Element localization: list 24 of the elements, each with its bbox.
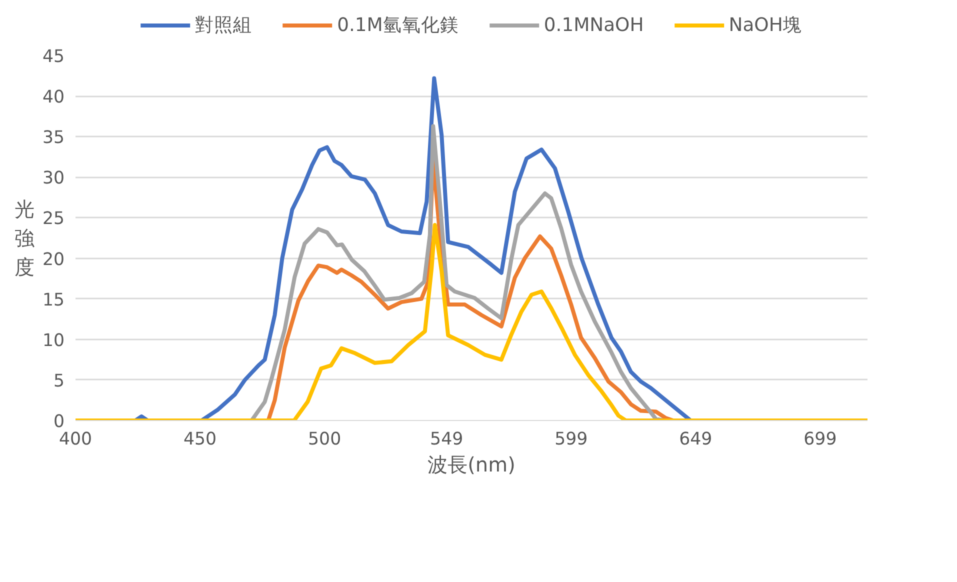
y-axis-title: 光強度 [14,197,34,279]
y-tick-label: 15 [42,290,65,310]
x-tick-label: 599 [554,430,588,450]
x-tick-label: 649 [679,430,712,450]
y-tick-label: 25 [42,209,65,230]
y-tick-label: 0 [53,412,65,432]
line-series [76,223,868,420]
x-tick-label: 450 [183,430,217,450]
x-axis-title: 波長(nm) [428,452,516,476]
x-tick-label: 699 [804,430,837,450]
x-tick-label: 500 [308,430,342,450]
legend-label: NaOH塊 [728,14,802,38]
x-tick-label: 549 [430,430,464,450]
y-tick-label: 20 [42,250,65,270]
y-tick-label: 35 [42,128,65,148]
legend-label: 0.1MNaOH [544,14,644,36]
legend-label: 0.1M氫氧化鎂 [337,14,459,38]
y-tick-label: 5 [53,371,65,392]
y-tick-label: 10 [42,330,65,351]
y-tick-label: 30 [42,168,65,189]
x-tick-label: 400 [58,430,92,450]
y-tick-label: 45 [42,47,65,67]
y-tick-label: 40 [42,88,65,108]
legend-label: 對照組 [195,14,252,38]
